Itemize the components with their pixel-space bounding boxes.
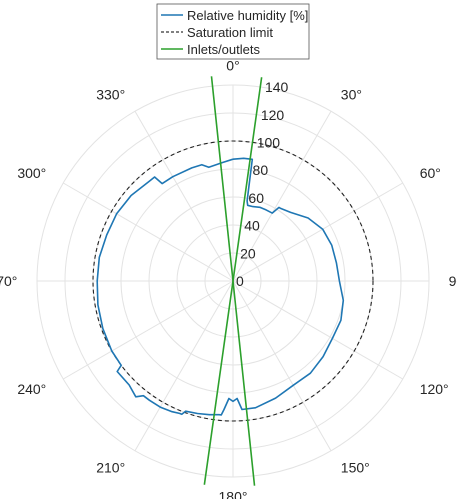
legend-label: Relative humidity [%] [187,8,308,23]
relative-humidity-line [96,157,345,416]
r-tick-label: 0 [236,273,244,289]
theta-tick-label: 120° [420,381,449,397]
legend-label: Inlets/outlets [187,42,260,57]
grid-spoke [232,280,403,380]
grid-spoke [232,182,403,282]
grid-spoke [134,111,234,282]
theta-tick-label: 180° [219,489,248,499]
grid-spoke [63,182,234,282]
theta-tick-label: 90° [449,273,457,289]
theta-tick-label: 30° [341,86,362,102]
polar-grid [36,84,430,478]
theta-tick-label: 210° [96,460,125,476]
theta-tick-label: 0° [226,57,239,73]
legend-label: Saturation limit [187,25,273,40]
r-tick-label: 20 [240,245,256,261]
r-tick-label: 60 [248,190,264,206]
tick-labels: 0 20 40 60 80 100 120 140 0° 30° 60° 90° 120° 150° 180… [0,57,457,504]
grid-spoke [232,111,332,282]
r-tick-label: 40 [244,218,260,234]
r-tick-label: 80 [253,162,269,178]
r-tick-label: 140 [265,79,289,95]
grid-spoke [63,280,234,380]
theta-tick-label: 60° [420,165,441,181]
inlet-outlet-line [210,76,256,486]
theta-tick-label: 330° [96,86,125,102]
r-tick-label: 100 [257,135,281,151]
saturation-limit-line [92,140,374,422]
theta-tick-label: 150° [341,460,370,476]
grid-spoke [134,280,234,451]
r-tick-label: 120 [261,107,285,123]
legend: Relative humidity [%] Saturation limit Inl… [156,3,310,60]
grid-spoke [232,280,332,451]
theta-tick-label: 270° [0,273,17,289]
theta-tick-label: 300° [17,165,46,181]
plot-series [92,76,374,486]
theta-tick-label: 240° [17,381,46,397]
